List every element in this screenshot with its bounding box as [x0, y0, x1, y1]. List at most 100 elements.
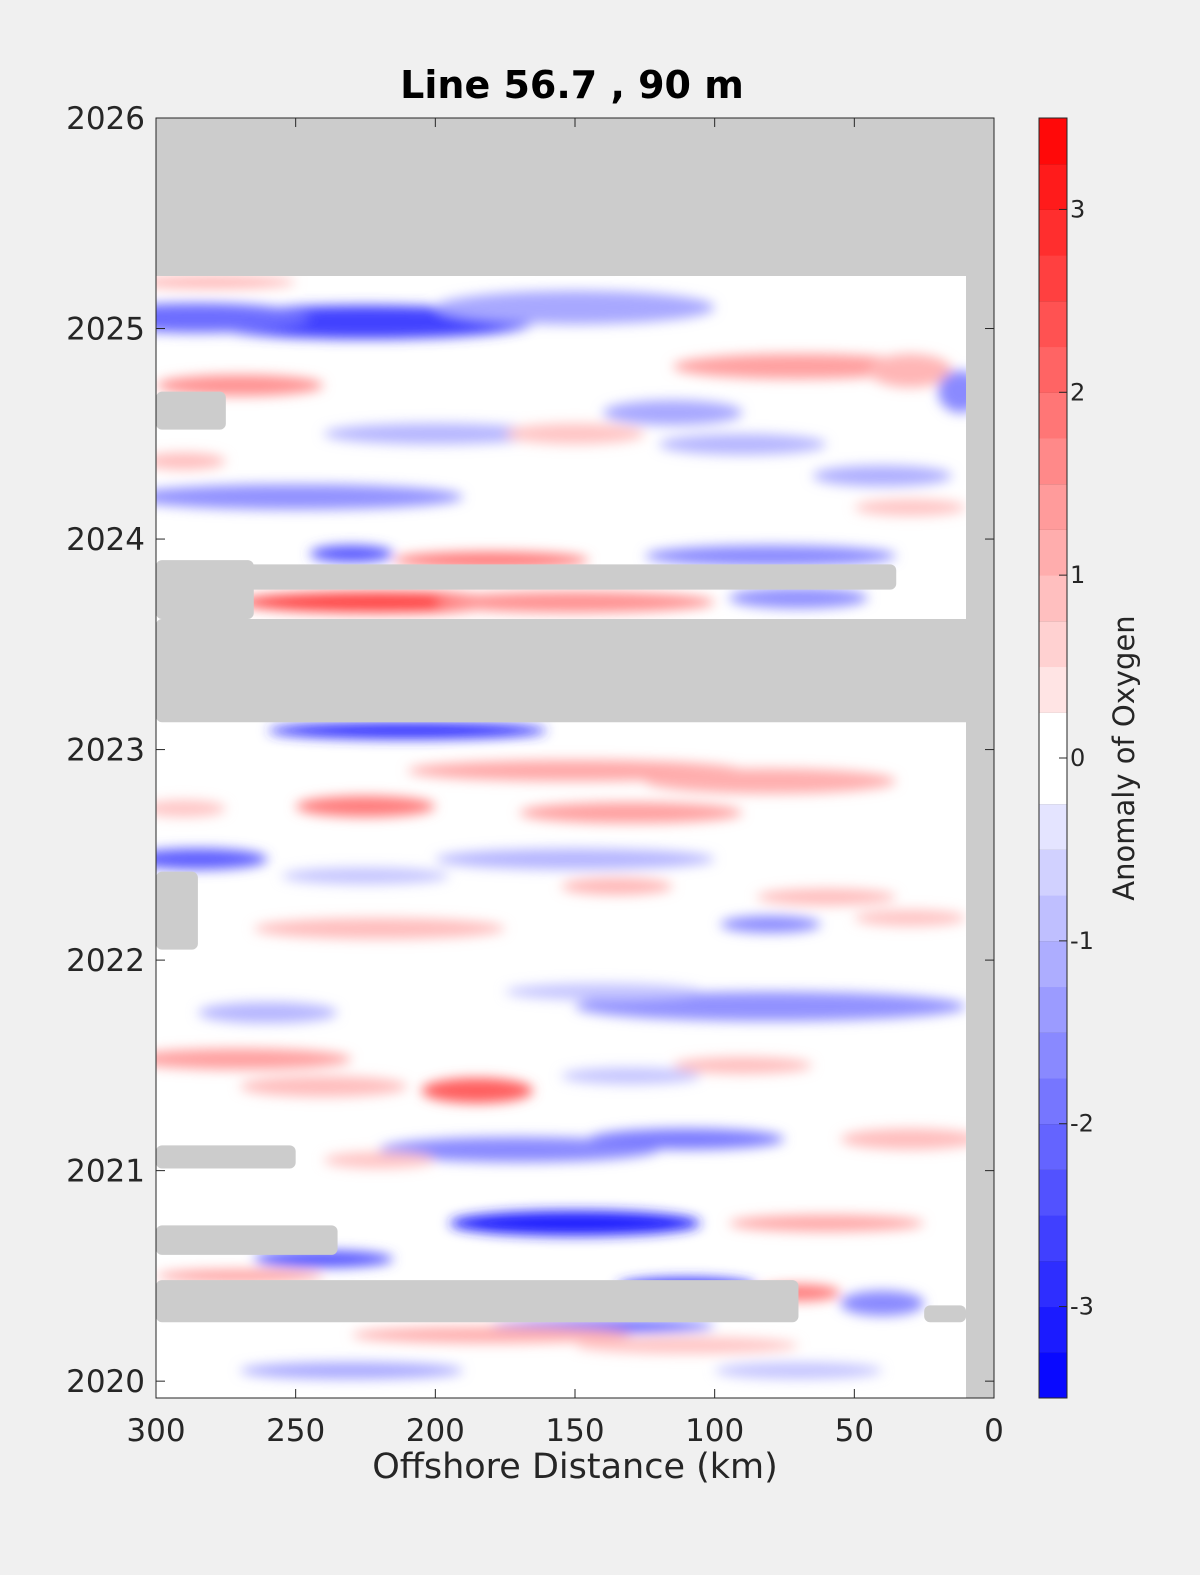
y-tick-label: 2025 — [66, 312, 145, 348]
anomaly-feature-30 — [281, 867, 450, 885]
colorbar-segment — [1039, 438, 1067, 485]
colorbar-segment — [1039, 1032, 1067, 1079]
colorbar-segment — [1039, 895, 1067, 942]
colorbar-ticks: -3 -2 -1 0 1 2 3 — [1059, 195, 1094, 1321]
anomaly-feature-50 — [253, 1250, 394, 1268]
anomaly-feature-21 — [435, 591, 715, 613]
missing-region-8 — [156, 1225, 338, 1255]
data-layer — [156, 275, 967, 1398]
colorbar-tick-label: 3 — [1070, 195, 1085, 223]
colorbar-segment — [1039, 986, 1067, 1033]
colorbar-segment — [1039, 1078, 1067, 1125]
colorbar-segment — [1039, 803, 1067, 850]
anomaly-feature-39 — [156, 1048, 352, 1070]
anomaly-feature-12 — [658, 433, 827, 455]
colorbar-segment — [1039, 758, 1067, 805]
colorbar-segment — [1039, 575, 1067, 622]
y-tick-label: 2023 — [66, 733, 145, 769]
anomaly-feature-15 — [854, 499, 967, 516]
anomaly-feature-47 — [323, 1151, 436, 1169]
anomaly-feature-24 — [644, 768, 897, 794]
colorbar-segment — [1039, 1260, 1067, 1308]
x-axis: 300 250 200 150 100 50 0 — [126, 118, 1004, 1449]
colorbar-segment — [1039, 1123, 1067, 1170]
x-tick-label: 200 — [406, 1413, 465, 1449]
colorbar-segment — [1039, 712, 1067, 759]
colorbar-segment — [1039, 529, 1067, 576]
colorbar-segment — [1039, 163, 1067, 210]
plot-area: 300 250 200 150 100 50 0 202020212022202320242… — [66, 101, 1004, 1449]
colorbar-segment — [1039, 392, 1067, 439]
chart-title: Line 56.7 , 90 m — [400, 63, 744, 107]
anomaly-feature-1 — [156, 303, 310, 333]
colorbar-segment — [1039, 483, 1067, 530]
anomaly-feature-5 — [672, 353, 925, 380]
missing-region-2 — [156, 619, 994, 723]
anomaly-feature-43 — [561, 1067, 701, 1085]
x-tick-label: 0 — [984, 1413, 1004, 1449]
missing-region-1 — [966, 275, 994, 1398]
x-axis-label: Offshore Distance (km) — [372, 1447, 778, 1487]
anomaly-feature-32 — [756, 888, 897, 906]
missing-region-6 — [156, 871, 198, 950]
anomaly-feature-45 — [588, 1128, 785, 1150]
colorbar-segment — [1039, 849, 1067, 896]
y-tick-label: 2024 — [66, 522, 145, 558]
anomaly-feature-58 — [239, 1362, 464, 1380]
missing-region-5 — [156, 391, 226, 430]
anomaly-feature-49 — [728, 1214, 925, 1232]
anomaly-feature-35 — [854, 909, 967, 927]
missing-region-0 — [156, 118, 994, 276]
colorbar-tick-label: -3 — [1070, 1293, 1094, 1321]
anomaly-feature-16 — [309, 545, 394, 563]
anomaly-feature-37 — [197, 1002, 338, 1024]
colorbar-segment — [1039, 666, 1067, 713]
colorbar-segment — [1039, 940, 1067, 988]
anomaly-feature-27 — [156, 800, 226, 817]
missing-region-9 — [156, 1280, 799, 1323]
x-tick-label: 100 — [685, 1413, 744, 1449]
colorbar-segment — [1039, 1215, 1067, 1262]
colorbar-segment — [1039, 118, 1067, 165]
anomaly-feature-56 — [351, 1326, 631, 1344]
colorbar-segment — [1039, 300, 1067, 348]
anomaly-feature-13 — [812, 465, 953, 487]
anomaly-feature-38 — [505, 983, 701, 1001]
y-tick-label: 2021 — [66, 1154, 145, 1190]
anomaly-feature-22 — [267, 722, 548, 740]
anomaly-feature-48 — [449, 1210, 701, 1236]
colorbar: -3 -2 -1 0 1 2 3 Anomaly of Oxygen — [1038, 117, 1141, 1399]
colorbar-tick-label: -1 — [1070, 927, 1094, 955]
anomaly-feature-54 — [840, 1290, 925, 1316]
anomaly-contours — [156, 275, 967, 1380]
anomaly-feature-25 — [295, 795, 436, 817]
anomaly-feature-4 — [156, 374, 324, 396]
y-tick-label: 2022 — [66, 943, 145, 979]
colorbar-tick-label: -2 — [1070, 1110, 1094, 1138]
y-tick-label: 2020 — [66, 1364, 145, 1400]
x-tick-label: 150 — [545, 1413, 604, 1449]
anomaly-feature-36 — [575, 991, 967, 1022]
anomaly-feature-7 — [938, 370, 967, 413]
y-axis: 2020 2021 2022 2023 2024 2025 2026 — [66, 101, 994, 1400]
colorbar-segment — [1039, 620, 1067, 668]
x-tick-label: 50 — [835, 1413, 874, 1449]
missing-region-4 — [156, 564, 897, 590]
anomaly-feature-8 — [602, 400, 743, 426]
missing-region-7 — [156, 1145, 296, 1169]
colorbar-label: Anomaly of Oxygen — [1107, 615, 1141, 900]
anomaly-feature-18 — [644, 545, 897, 567]
anomaly-feature-57 — [575, 1336, 799, 1354]
anomaly-feature-41 — [239, 1075, 408, 1097]
colorbar-tick-label: 1 — [1070, 561, 1085, 589]
anomaly-feature-51 — [156, 1269, 324, 1283]
colorbar-segment — [1039, 1352, 1067, 1399]
anomaly-feature-9 — [323, 423, 548, 445]
anomaly-feature-31 — [561, 878, 673, 895]
colorbar-segment — [1039, 1306, 1067, 1353]
colorbar-segment — [1039, 255, 1067, 302]
colorbar-segment — [1039, 1169, 1067, 1216]
anomaly-feature-28 — [156, 848, 268, 870]
colorbar-tick-label: 2 — [1070, 378, 1085, 406]
colorbar-segment — [1039, 346, 1067, 393]
